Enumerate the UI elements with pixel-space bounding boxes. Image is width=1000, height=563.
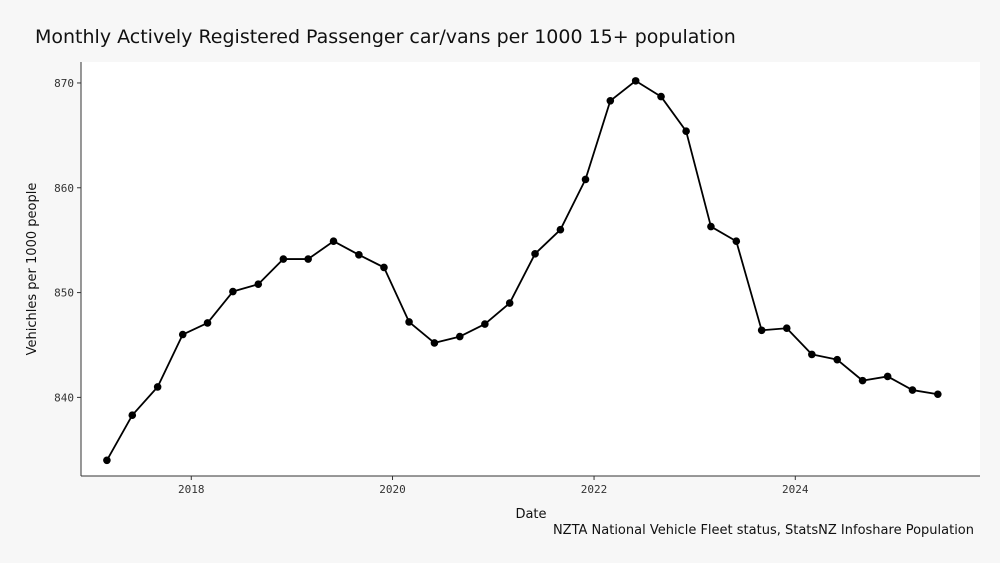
chart-caption: NZTA National Vehicle Fleet status, Stat…: [552, 523, 974, 538]
y-tick-label: 870: [54, 77, 74, 90]
y-axis-title: Vehichles per 1000 people: [25, 183, 40, 356]
data-point: [178, 330, 187, 339]
data-point: [934, 390, 942, 399]
data-point: [606, 96, 615, 105]
series-line: [106, 79, 938, 461]
data-point: [279, 255, 288, 263]
data-point: [707, 222, 715, 231]
x-tick-label: 2022: [581, 483, 608, 496]
series-layer: [103, 77, 942, 465]
x-axis-ticks: 2018 2020 2022 2024: [178, 476, 809, 496]
data-point: [455, 332, 464, 341]
data-point: [355, 251, 363, 259]
y-tick-label: 860: [54, 182, 74, 195]
data-point: [581, 175, 590, 184]
data-point: [833, 355, 841, 364]
data-point: [757, 326, 766, 335]
x-tick-label: 2018: [178, 483, 205, 496]
plot-area: [81, 62, 980, 476]
data-point: [682, 127, 690, 135]
data-point: [732, 237, 741, 246]
data-point: [153, 383, 162, 391]
data-point: [304, 255, 312, 263]
data-point: [908, 386, 917, 394]
data-point: [657, 92, 665, 101]
data-point: [405, 318, 413, 326]
y-tick-label: 850: [54, 287, 74, 300]
data-point: [556, 225, 565, 234]
data-point: [631, 77, 640, 85]
data-point: [782, 324, 791, 333]
data-point: [380, 263, 388, 272]
data-point: [229, 287, 237, 296]
data-point: [858, 376, 867, 385]
data-point: [103, 456, 111, 465]
data-point: [203, 319, 212, 327]
data-point: [505, 299, 514, 307]
chart-title: Monthly Actively Registered Passenger ca…: [35, 26, 736, 48]
data-point: [329, 237, 338, 246]
x-tick-label: 2024: [782, 483, 809, 496]
data-point: [430, 339, 439, 347]
y-axis-ticks: 840 850 860 870: [54, 77, 81, 404]
data-point: [254, 280, 263, 289]
x-axis-title: Date: [515, 507, 546, 522]
data-point: [808, 350, 816, 359]
y-tick-label: 840: [54, 391, 74, 404]
data-point: [531, 250, 539, 258]
data-point: [481, 320, 489, 328]
x-tick-label: 2020: [379, 483, 406, 496]
data-point: [883, 372, 892, 381]
data-point: [128, 411, 137, 420]
